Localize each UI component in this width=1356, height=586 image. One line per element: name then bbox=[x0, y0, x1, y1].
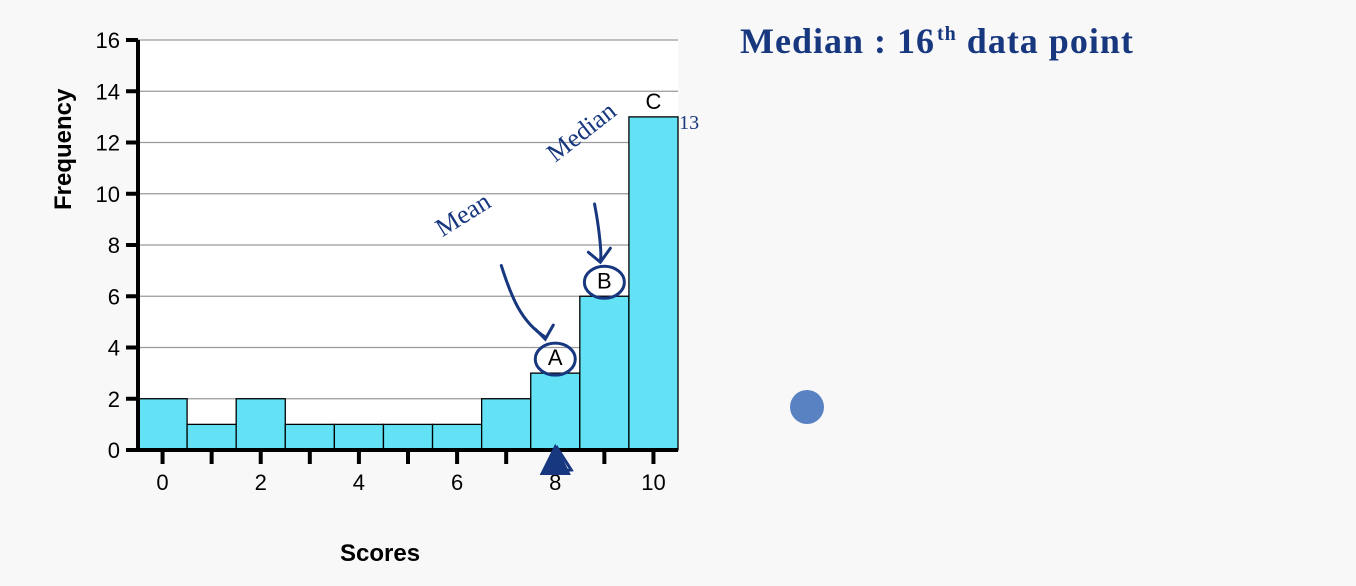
svg-text:C: C bbox=[646, 89, 662, 114]
svg-text:8: 8 bbox=[108, 233, 120, 258]
cursor-dot-icon bbox=[790, 390, 824, 424]
median-note-pre: Median : 16 bbox=[740, 21, 935, 61]
svg-text:6: 6 bbox=[451, 470, 463, 495]
svg-text:2: 2 bbox=[255, 470, 267, 495]
svg-text:14: 14 bbox=[96, 79, 120, 104]
stage: Frequency Scores 0 2 4 6 8 10 12 14 16 0 2 4 6 8 10 A B C… bbox=[0, 0, 1356, 586]
svg-text:4: 4 bbox=[353, 470, 365, 495]
svg-text:0: 0 bbox=[156, 470, 168, 495]
svg-text:8: 8 bbox=[549, 470, 561, 495]
histogram-chart: 0 2 4 6 8 10 12 14 16 0 2 4 6 8 10 A B C bbox=[60, 10, 700, 530]
chart-container: Frequency Scores 02468101214160246810ABC… bbox=[60, 10, 700, 570]
svg-text:B: B bbox=[597, 268, 612, 293]
svg-text:10: 10 bbox=[641, 470, 665, 495]
svg-text:4: 4 bbox=[108, 336, 120, 361]
median-note: Median : 16th data point bbox=[740, 20, 1134, 62]
median-note-post: data point bbox=[967, 21, 1134, 61]
svg-text:16: 16 bbox=[96, 28, 120, 53]
svg-text:2: 2 bbox=[108, 387, 120, 412]
svg-text:6: 6 bbox=[108, 284, 120, 309]
y-axis-label: Frequency bbox=[50, 89, 78, 210]
svg-text:12: 12 bbox=[96, 131, 120, 156]
median-note-sup: th bbox=[937, 23, 957, 45]
svg-text:10: 10 bbox=[96, 182, 120, 207]
svg-text:A: A bbox=[548, 345, 563, 370]
x-axis-label: Scores bbox=[340, 540, 420, 568]
svg-text:0: 0 bbox=[108, 438, 120, 463]
